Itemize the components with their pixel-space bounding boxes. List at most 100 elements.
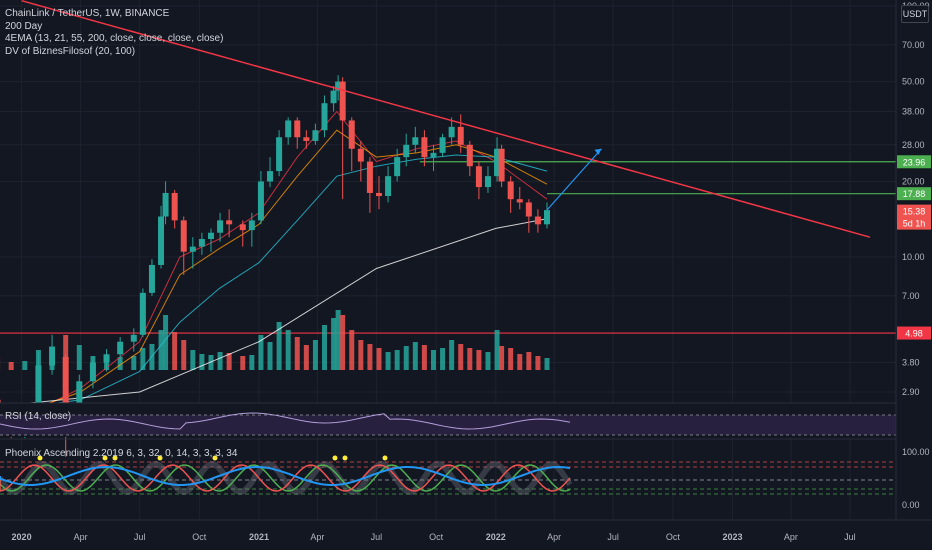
indicator-label-200day[interactable]: 200 Day [5,20,43,32]
time-tick-label: Oct [429,532,444,542]
volume-bar [8,362,14,370]
price-badge-bg [897,204,931,218]
time-tick-label: 2023 [723,532,743,542]
candle-body [76,381,83,418]
candle-body [207,232,214,239]
time-tick-label: Oct [192,532,207,542]
candle-body [49,346,56,366]
candle-body [303,137,310,141]
volume-bar [76,345,82,370]
volume-bar [63,335,69,370]
candle-body [294,120,301,138]
candle-body [312,130,319,141]
volume-bar [367,344,373,370]
volume-bar [294,337,300,370]
candle-body [62,356,69,418]
volume-bar [394,350,400,370]
time-tick-label: Apr [547,532,561,542]
currency-badge[interactable]: USDT [901,5,929,23]
price-tick-label: 20.00 [902,176,925,186]
volume-bar [385,352,391,370]
volume-bar [181,340,187,370]
candle-body [466,144,473,167]
price-badge-bg [897,216,931,230]
candle-body [248,220,255,231]
candle-body [525,202,532,217]
ema-line-55 [21,154,548,409]
time-tick-label: Jul [607,532,619,542]
candle-body [375,192,382,197]
volume-bar [131,356,137,370]
volume-bar [190,350,196,370]
volume-bar [340,315,346,370]
volume-bar [208,355,214,370]
osc-marker-dot [102,455,108,461]
candle-body [285,120,292,138]
candle-body [35,365,42,413]
rsi-panel [0,402,932,437]
candle-body [494,148,501,177]
rsi-label[interactable]: RSI (14, close) [5,411,72,422]
time-tick-label: Apr [310,532,324,542]
candle-body [412,137,419,145]
time-tick-label: Jul [371,532,383,542]
volume-bar [240,356,246,370]
volume-bars [0,310,550,370]
price-badge-bg [897,187,931,201]
time-tick-label: 2021 [249,532,269,542]
candle-body [226,220,233,225]
oscillator-label[interactable]: Phoenix Ascending 2.2019 6, 3, 32, 0, 14… [5,448,238,459]
candle-body [403,144,410,158]
volume-bar [494,330,500,370]
candle-body [180,220,187,252]
price-tick-label: 3.80 [902,358,920,368]
volume-bar [163,315,169,370]
volume-bar [249,355,255,370]
candle-body [267,171,274,182]
time-axis[interactable]: 2020 Apr Jul Oct 2021 Apr Jul Oct 2022 Apr Jul Oct 2… [0,519,932,542]
indicator-label-4ema[interactable]: 4EMA (13, 21, 55, 200, close, close, clo… [5,33,224,44]
ema-lines [21,110,548,418]
osc-marker-dot [112,455,118,461]
candle-body [507,181,514,200]
candle-body [189,246,196,252]
time-tick-label: Apr [784,532,798,542]
indicator-label-dv[interactable]: DV of BiznesFilosof (20, 100) [5,45,136,57]
candle-body [544,210,551,225]
trend-drawings [21,0,871,238]
symbol-title[interactable]: ChainLink / TetherUS, 1W, BINANCE [5,8,170,19]
volume-bar [544,358,550,370]
volume-bar [458,344,464,370]
volume-bar [526,352,532,370]
projection-line [546,148,602,211]
price-tick-label: 70.00 [902,40,925,50]
grid-lines [0,0,896,520]
candle-body [276,137,283,172]
volume-bar [331,318,337,370]
price-badge-label: 23.96 [903,157,926,167]
candle-body [103,354,110,363]
volume-bar [517,354,523,370]
candle-body [498,148,505,182]
projection-arrowhead [594,148,602,155]
candle-body [430,152,437,158]
price-tick-label: 2.90 [902,387,920,397]
candle-body [117,341,124,355]
price-axis[interactable]: 100.00 70.00 50.00 38.00 28.00 20.00 10.00 7.00… [895,0,932,520]
time-tick-label: 2020 [12,532,32,542]
oscillator-panel [0,438,932,496]
time-tick-label: 2022 [486,532,506,542]
descending-trendline [21,0,871,238]
price-badge-bg [897,326,931,340]
candle-body [394,157,401,177]
ema-line-21 [21,129,548,414]
volume-bar [508,348,514,370]
volume-bar [276,322,282,370]
time-tick-label: Oct [666,532,681,542]
candle-body [357,148,364,162]
candle-body [385,176,392,197]
volume-bar [217,352,223,370]
volume-bar [412,342,418,370]
price-tick-label: 7.00 [902,291,920,301]
